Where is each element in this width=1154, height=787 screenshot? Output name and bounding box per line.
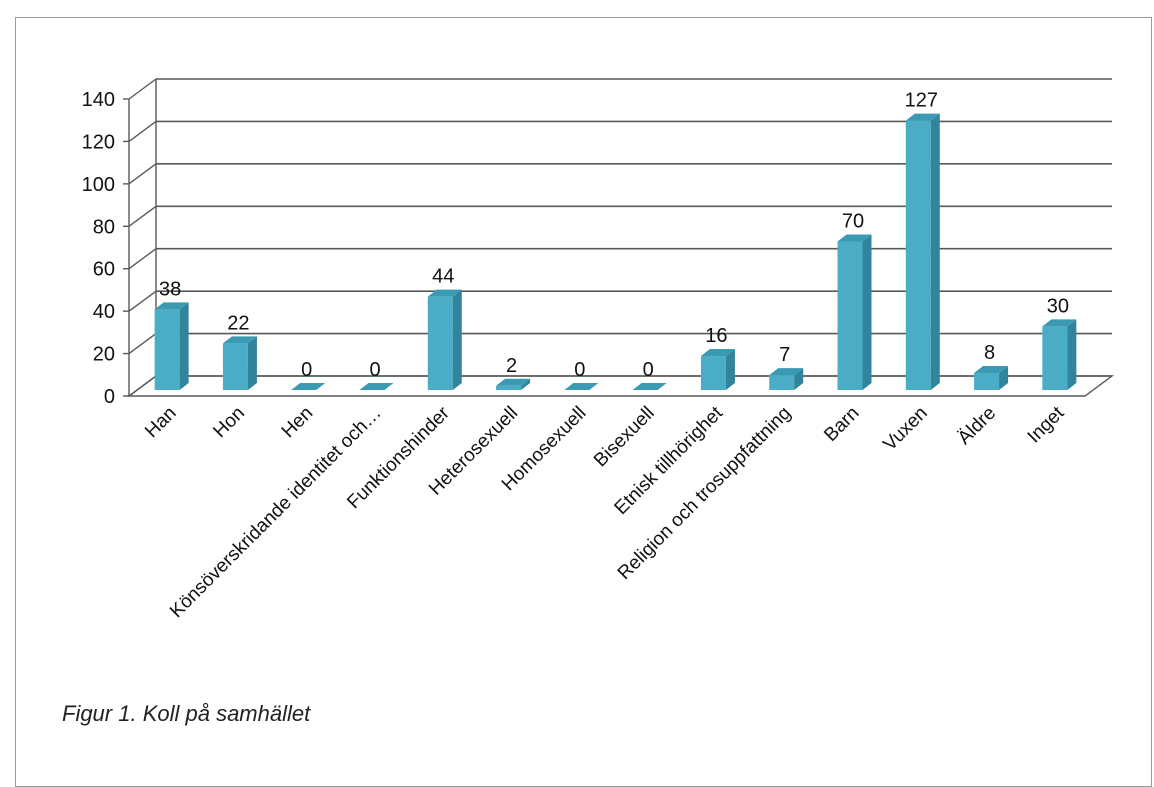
bar-top xyxy=(359,383,394,390)
gridline-diagonal xyxy=(128,78,157,100)
bar xyxy=(632,383,667,390)
bar-top xyxy=(1042,319,1077,327)
bar xyxy=(222,336,257,390)
y-tick-label: 80 xyxy=(93,216,115,238)
x-tick-label: Hen xyxy=(278,403,317,442)
bar-front xyxy=(496,385,522,390)
data-label: 16 xyxy=(705,325,727,347)
data-label: 127 xyxy=(905,90,938,112)
bar xyxy=(974,366,1009,390)
data-label: 70 xyxy=(842,211,864,233)
gridline-diagonal xyxy=(128,120,157,142)
x-tick-label: Könsöverskridande identitet och… xyxy=(166,403,385,622)
y-tick-label: 60 xyxy=(93,259,115,281)
x-tick-label: Barn xyxy=(820,403,863,446)
data-label: 22 xyxy=(227,312,249,334)
bar-top xyxy=(496,378,531,386)
bar-side xyxy=(862,234,872,390)
data-label: 0 xyxy=(574,359,585,381)
y-tick-label: 40 xyxy=(93,301,115,323)
bar-front xyxy=(154,309,180,390)
bar xyxy=(359,383,394,390)
x-tick-label: Bisexuell xyxy=(590,403,659,472)
bar-side xyxy=(247,336,257,390)
data-label: 0 xyxy=(301,359,312,381)
bar-top xyxy=(564,383,599,390)
bar-top xyxy=(291,383,326,390)
bar-side xyxy=(725,349,735,390)
chart-grid xyxy=(126,78,1115,397)
gridline-diagonal xyxy=(128,163,157,185)
gridline-diagonal xyxy=(128,290,157,312)
bar-top xyxy=(632,383,667,390)
bar-front xyxy=(837,241,863,390)
gridline-diagonal xyxy=(128,248,157,270)
bar-top xyxy=(769,368,804,376)
gridline-diagonal xyxy=(128,205,157,227)
x-tick-label: Han xyxy=(141,403,180,442)
data-label: 30 xyxy=(1047,295,1069,317)
chart-bars xyxy=(154,113,1077,390)
bar-side xyxy=(452,289,462,390)
y-axis-ticks: 0 20 40 60 80 100 120 140 xyxy=(82,89,129,408)
bar-top xyxy=(905,113,940,121)
y-tick-label: 0 xyxy=(104,386,115,408)
y-tick-label: 20 xyxy=(93,344,115,366)
bar-top xyxy=(700,349,735,357)
bar xyxy=(837,234,872,390)
bar-side xyxy=(930,113,940,390)
bar-front xyxy=(427,296,453,390)
bar xyxy=(700,349,735,390)
x-tick-label: Äldre xyxy=(954,403,1000,449)
chart-floor xyxy=(126,375,1115,397)
y-tick-label: 140 xyxy=(82,89,115,111)
bar xyxy=(291,383,326,390)
bar-side xyxy=(521,378,531,390)
bar xyxy=(1042,319,1077,390)
bar-side xyxy=(1067,319,1077,390)
bar-top xyxy=(427,289,462,297)
bar xyxy=(564,383,599,390)
bar-top xyxy=(154,302,189,310)
x-tick-label: Inget xyxy=(1024,402,1069,447)
data-label: 0 xyxy=(643,359,654,381)
bar-side xyxy=(999,366,1009,390)
data-label: 0 xyxy=(369,359,380,381)
bar-front xyxy=(974,373,1000,390)
bar xyxy=(154,302,189,390)
bar-front xyxy=(1042,326,1068,390)
bar-front xyxy=(700,356,726,390)
x-tick-label: Hon xyxy=(209,403,248,442)
bar xyxy=(905,113,940,390)
bar-front xyxy=(769,375,795,390)
y-tick-label: 120 xyxy=(82,131,115,153)
bar xyxy=(496,378,531,390)
data-label: 38 xyxy=(159,278,181,300)
data-label: 2 xyxy=(506,355,517,377)
data-label: 7 xyxy=(779,344,790,366)
x-tick-label: Vuxen xyxy=(879,403,931,455)
bar-front xyxy=(222,343,248,390)
data-label: 44 xyxy=(432,266,454,288)
data-labels: 38 22 0 0 44 2 0 0 16 7 70 127 8 30 xyxy=(159,90,1069,381)
bar xyxy=(769,368,804,390)
data-label: 8 xyxy=(984,342,995,364)
bar-front xyxy=(905,120,931,390)
figure-caption: Figur 1. Koll på samhället xyxy=(62,701,311,726)
bar-top xyxy=(837,234,872,242)
bar-side xyxy=(794,368,804,390)
y-tick-label: 100 xyxy=(82,174,115,196)
gridline-diagonal xyxy=(128,333,157,355)
bar-top xyxy=(222,336,257,344)
bar xyxy=(427,289,462,390)
bar-top xyxy=(974,366,1009,374)
bar-side xyxy=(179,302,189,390)
